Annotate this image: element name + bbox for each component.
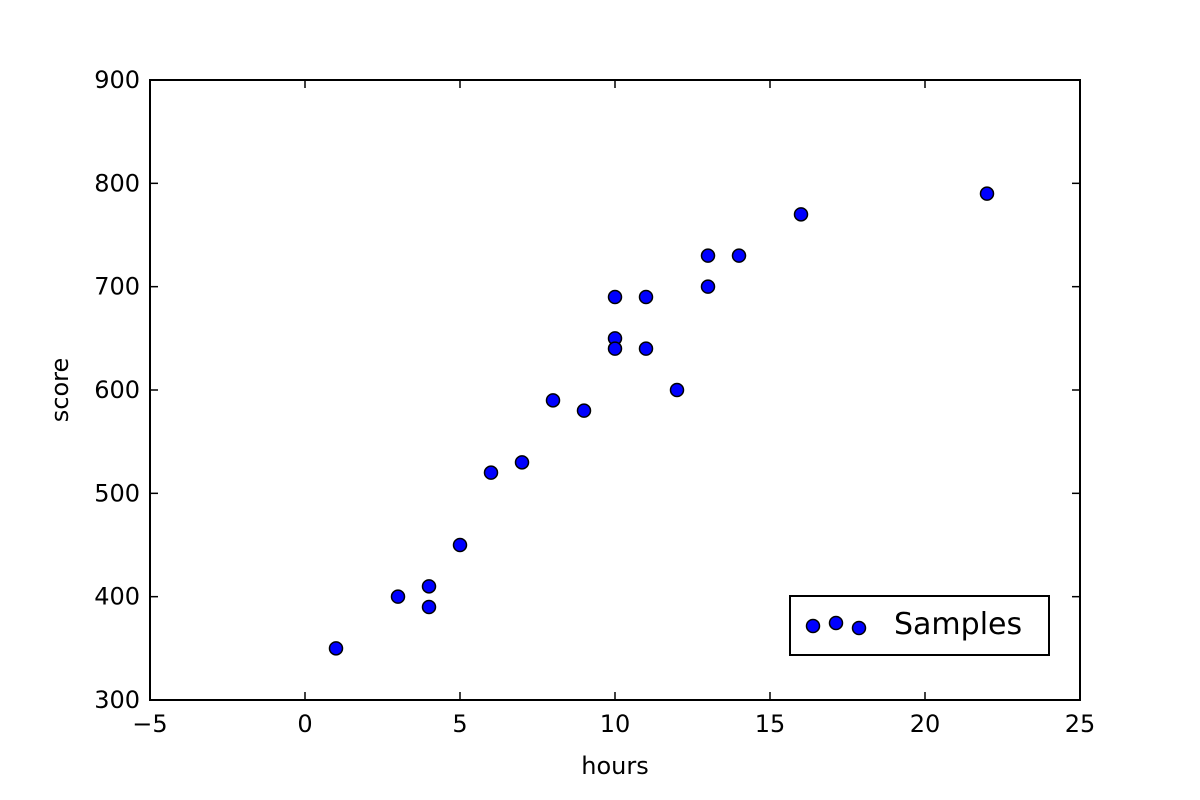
scatter-point <box>731 248 747 263</box>
y-tick-label: 800 <box>94 169 140 197</box>
scatter-point <box>607 341 623 356</box>
y-axis-ticks: 300 400 500 600 700 800 900 <box>94 66 1080 714</box>
legend-marker-2 <box>828 615 844 631</box>
data-points <box>328 186 995 656</box>
y-tick-label: 500 <box>94 479 140 507</box>
legend-marker-1 <box>805 618 821 634</box>
x-tick-label: −5 <box>132 710 167 738</box>
x-tick-label: 5 <box>452 710 467 738</box>
legend-marker-3 <box>851 620 867 636</box>
scatter-point <box>638 341 654 356</box>
scatter-point <box>545 393 561 408</box>
scatter-point <box>669 382 685 398</box>
legend-label: Samples <box>894 607 1022 642</box>
scatter-point <box>390 589 406 604</box>
scatter-point <box>421 579 437 594</box>
y-axis-label: score <box>46 358 74 423</box>
y-tick-label: 300 <box>94 686 140 714</box>
scatter-point <box>452 537 468 553</box>
scatter-point <box>638 289 654 305</box>
scatter-point <box>514 455 530 470</box>
x-tick-label: 20 <box>910 710 941 738</box>
scatter-point <box>979 186 995 201</box>
x-tick-label: 0 <box>297 710 312 738</box>
scatter-point <box>700 279 716 294</box>
scatter-point <box>421 599 437 615</box>
x-tick-label: 15 <box>755 710 786 738</box>
legend: Samples <box>789 595 1050 656</box>
scatter-point <box>328 641 344 656</box>
plot-frame <box>149 79 1081 701</box>
legend-box <box>789 595 1050 656</box>
y-tick-label: 400 <box>94 583 140 611</box>
scatter-point <box>793 207 809 222</box>
scatter-point <box>700 248 716 263</box>
x-axis-label: hours <box>581 752 648 780</box>
x-tick-label: 25 <box>1065 710 1096 738</box>
y-tick-label: 700 <box>94 273 140 301</box>
scatter-point <box>607 289 623 305</box>
y-tick-label: 900 <box>94 66 140 94</box>
x-axis-ticks: −5 0 5 10 15 20 25 <box>132 80 1095 738</box>
scatter-point <box>576 403 592 418</box>
scatter-point <box>483 465 499 480</box>
y-tick-label: 600 <box>94 376 140 404</box>
x-tick-label: 10 <box>600 710 631 738</box>
